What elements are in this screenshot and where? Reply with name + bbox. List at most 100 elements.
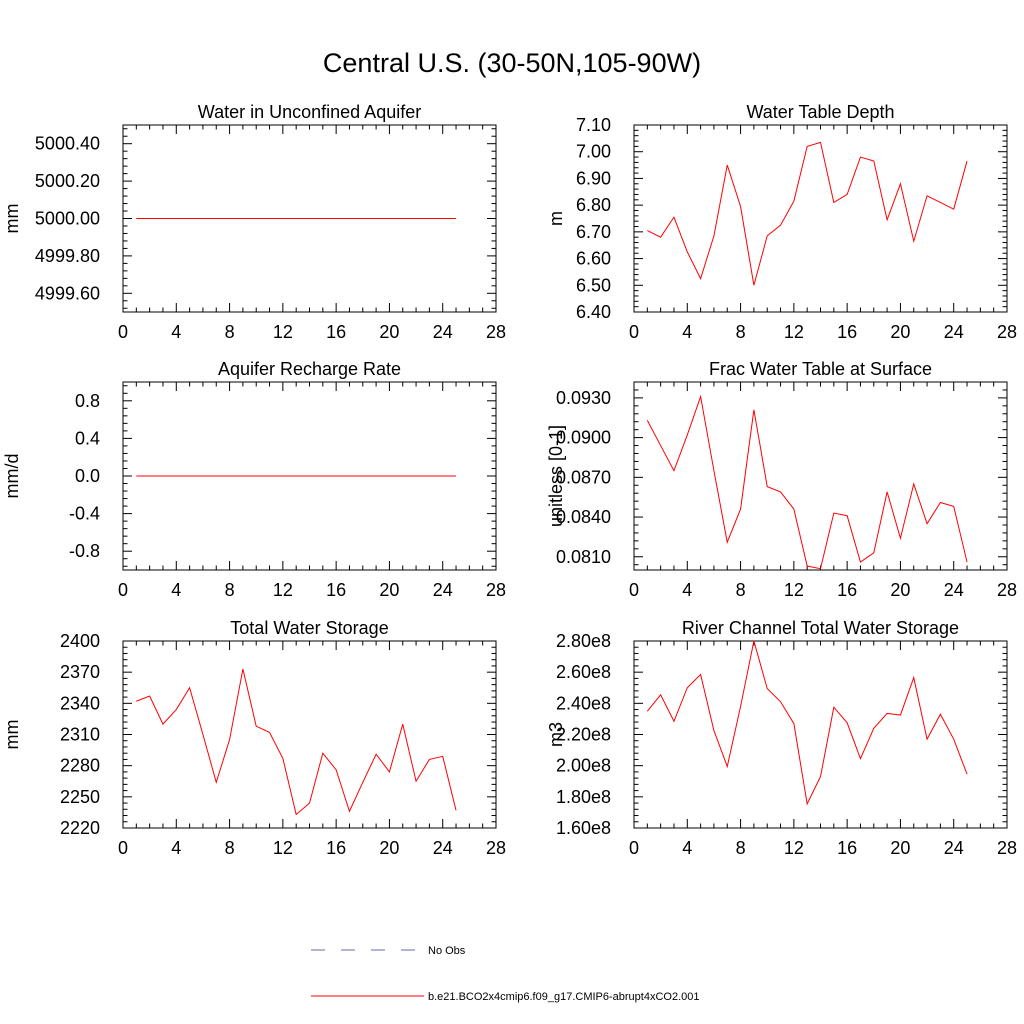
y-tick-label: 6.70 xyxy=(576,222,611,242)
legend: No Obs b.e21.BCO2x4cmip6.f09_g17.CMIP6-ab… xyxy=(311,945,700,1003)
x-tick-label: 8 xyxy=(736,838,746,858)
y-tick-label: 2.00e8 xyxy=(556,756,611,776)
y-tick-label: 2250 xyxy=(60,787,100,807)
y-tick-label: 0.0 xyxy=(75,466,100,486)
y-tick-label: 1.80e8 xyxy=(556,787,611,807)
x-tick-label: 4 xyxy=(682,838,692,858)
y-axis-label: mm xyxy=(2,204,22,234)
x-tick-label: 20 xyxy=(890,322,910,342)
panel-1: Water in Unconfined Aquifer 0 4 8 12 16 20 24 28… xyxy=(2,102,506,342)
y-tick-label: -0.4 xyxy=(69,504,100,524)
y-tick-label: 4999.80 xyxy=(35,246,100,266)
x-tick-label: 0 xyxy=(629,580,639,600)
panel-title: Water Table Depth xyxy=(746,102,894,122)
y-tick-label: 0.0840 xyxy=(556,507,611,527)
y-tick-label: 6.50 xyxy=(576,275,611,295)
x-tick-label: 0 xyxy=(629,322,639,342)
panel-title: Water in Unconfined Aquifer xyxy=(198,102,421,122)
y-tick-label: 2.40e8 xyxy=(556,693,611,713)
x-tick-label: 4 xyxy=(171,838,181,858)
y-tick-label: 2280 xyxy=(60,756,100,776)
y-axis-label: unitless [0-1] xyxy=(546,425,566,527)
x-tick-label: 28 xyxy=(486,838,506,858)
x-tick-label: 12 xyxy=(273,580,293,600)
y-tick-label: 2.60e8 xyxy=(556,662,611,682)
x-tick-label: 24 xyxy=(944,838,964,858)
main-title: Central U.S. (30-50N,105-90W) xyxy=(322,48,702,78)
x-tick-label: 12 xyxy=(784,580,804,600)
x-tick-label: 24 xyxy=(433,322,453,342)
y-tick-label: 0.0810 xyxy=(556,547,611,567)
x-tick-label: 8 xyxy=(736,580,746,600)
x-tick-label: 20 xyxy=(379,838,399,858)
x-tick-label: 16 xyxy=(326,838,346,858)
y-tick-label: 6.90 xyxy=(576,168,611,188)
x-tick-label: 28 xyxy=(997,580,1017,600)
y-tick-label: 6.40 xyxy=(576,302,611,322)
panel-4: Frac Water Table at Surface 0 4 8 12 16 20 24 28… xyxy=(546,359,1017,600)
x-tick-label: 16 xyxy=(837,838,857,858)
y-tick-label: 0.0900 xyxy=(556,428,611,448)
y-tick-label: 2.80e8 xyxy=(556,631,611,651)
x-tick-label: 24 xyxy=(433,580,453,600)
y-tick-label: 2340 xyxy=(60,693,100,713)
x-tick-label: 4 xyxy=(171,322,181,342)
plot-frame xyxy=(633,381,1008,571)
x-tick-label: 16 xyxy=(326,580,346,600)
y-tick-label: 6.80 xyxy=(576,195,611,215)
y-tick-label: 5000.40 xyxy=(35,134,100,154)
y-tick-label: 2400 xyxy=(60,631,100,651)
y-tick-label: 0.0930 xyxy=(556,388,611,408)
y-tick-label: 5000.20 xyxy=(35,171,100,191)
y-tick-label: 0.4 xyxy=(75,428,100,448)
panel-5: Total Water Storage 0 4 8 12 16 20 24 28 2220 2250… xyxy=(2,618,506,858)
x-tick-label: 28 xyxy=(486,580,506,600)
x-tick-label: 16 xyxy=(326,322,346,342)
x-tick-label: 0 xyxy=(118,322,128,342)
y-tick-label: 7.10 xyxy=(576,115,611,135)
panel-6: River Channel Total Water Storage 0 4 8 12 16… xyxy=(546,618,1017,858)
x-tick-label: 8 xyxy=(225,838,235,858)
x-tick-label: 16 xyxy=(837,580,857,600)
x-tick-label: 8 xyxy=(225,580,235,600)
y-axis-label: mm/d xyxy=(2,454,22,499)
panel-2: Water Table Depth 0 4 8 12 16 20 24 28 6.40 6.50 6.… xyxy=(546,102,1017,342)
x-tick-label: 12 xyxy=(784,838,804,858)
y-tick-label: 4999.60 xyxy=(35,283,100,303)
y-tick-label: 5000.00 xyxy=(35,209,100,229)
series-line xyxy=(646,394,968,570)
y-tick-label: -0.8 xyxy=(69,541,100,561)
x-tick-label: 0 xyxy=(629,838,639,858)
x-tick-label: 12 xyxy=(784,322,804,342)
plot-frame xyxy=(633,124,1008,313)
x-tick-label: 20 xyxy=(379,580,399,600)
panel-title: River Channel Total Water Storage xyxy=(682,618,959,638)
y-tick-label: 2220 xyxy=(60,818,100,838)
series-line xyxy=(646,640,968,806)
x-tick-label: 24 xyxy=(944,580,964,600)
y-tick-label: 6.60 xyxy=(576,249,611,269)
y-tick-label: 2310 xyxy=(60,725,100,745)
x-tick-label: 20 xyxy=(890,838,910,858)
y-axis-label: m xyxy=(546,211,566,226)
x-tick-label: 20 xyxy=(890,580,910,600)
legend-label-no-obs: No Obs xyxy=(428,945,466,957)
y-tick-label: 7.00 xyxy=(576,142,611,162)
y-tick-label: 0.8 xyxy=(75,391,100,411)
panel-title: Frac Water Table at Surface xyxy=(709,359,932,379)
x-tick-label: 12 xyxy=(273,322,293,342)
y-tick-label: 2370 xyxy=(60,662,100,682)
x-tick-label: 28 xyxy=(486,322,506,342)
x-tick-label: 24 xyxy=(433,838,453,858)
y-tick-label: 2.20e8 xyxy=(556,725,611,745)
panel-3: Aquifer Recharge Rate 0 4 8 12 16 20 24 28 -0.8 -0… xyxy=(2,359,506,600)
y-tick-label: 0.0870 xyxy=(556,467,611,487)
y-axis-label: m3 xyxy=(546,722,566,747)
x-tick-label: 8 xyxy=(736,322,746,342)
x-tick-label: 8 xyxy=(225,322,235,342)
x-tick-label: 16 xyxy=(837,322,857,342)
series-line xyxy=(647,141,968,286)
x-tick-label: 4 xyxy=(682,580,692,600)
